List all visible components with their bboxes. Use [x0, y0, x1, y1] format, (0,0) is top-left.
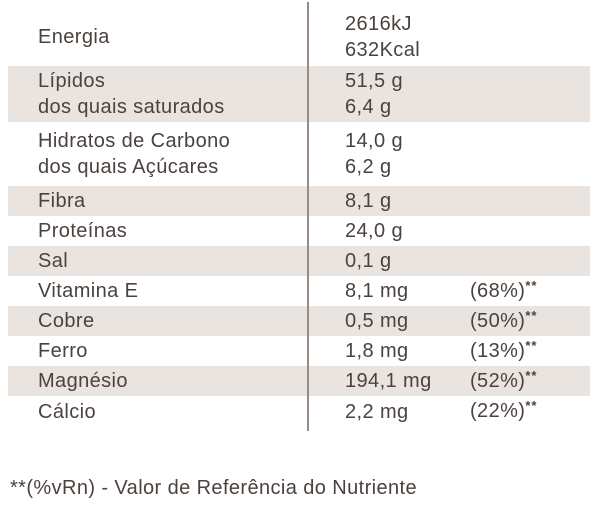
nutrient-label-cell: Lípidos dos quais saturados — [8, 68, 345, 120]
nutrient-name: Magnésio — [38, 370, 128, 392]
nutrient-name: Ferro — [38, 340, 88, 362]
nutrient-value-cell: 8,1 mg — [345, 278, 467, 304]
nutrient-name: Fibra — [38, 190, 86, 212]
nutrient-name: Cálcio — [38, 400, 96, 423]
nutrient-value-cell: 14,0 g 6,2 g — [345, 128, 467, 180]
nutrient-value-cell: 24,0 g — [345, 218, 467, 244]
nutrient-label-cell: Energia — [8, 24, 345, 50]
table-row: Cálcio 2,2 mg (22%)** — [8, 396, 590, 427]
value-line1: 2,2 mg — [345, 400, 409, 423]
table-row: Fibra 8,1 g — [8, 186, 590, 216]
table-row: Magnésio 194,1 mg (52%)** — [8, 366, 590, 396]
table-row: Proteínas 24,0 g — [8, 216, 590, 246]
table-row: Cobre 0,5 mg (50%)** — [8, 306, 590, 336]
value-line1: 0,5 mg — [345, 310, 409, 332]
value-line1: 0,1 g — [345, 250, 392, 272]
table-row: Lípidos dos quais saturados 51,5 g 6,4 g — [8, 66, 590, 122]
nutrient-label-cell: Magnésio — [8, 368, 345, 394]
nutrient-label-cell: Vitamina E — [8, 278, 345, 304]
percent-value: (50%) — [470, 309, 526, 332]
nutrient-label-cell: Cobre — [8, 308, 345, 334]
percent-value: (13%) — [470, 339, 526, 362]
nutrient-daily-percent-cell: (13%)** — [467, 337, 590, 363]
column-divider-line — [307, 2, 309, 431]
nutrient-value-cell: 8,1 g — [345, 188, 467, 214]
nutrient-label-cell: Hidratos de Carbono dos quais Açúcares — [8, 128, 345, 180]
nutrient-subname: dos quais saturados — [38, 96, 225, 118]
nutrient-daily-percent-cell: (52%)** — [467, 367, 590, 393]
value-line1: 194,1 mg — [345, 370, 432, 392]
nutrient-name: Sal — [38, 250, 69, 272]
value-line1: 14,0 g — [345, 130, 404, 152]
table-row: Ferro 1,8 mg (13%)** — [8, 336, 590, 366]
table-row: Energia 2616kJ 632Kcal — [8, 8, 590, 66]
percent-asterisks: ** — [525, 307, 538, 323]
percent-value: (68%) — [470, 279, 526, 302]
nutrient-label-cell: Proteínas — [8, 218, 345, 244]
value-line2: 632Kcal — [345, 39, 421, 61]
value-line2: 6,4 g — [345, 96, 392, 118]
nutrient-daily-percent-cell: (68%)** — [467, 277, 590, 303]
percent-value: (22%) — [470, 400, 526, 422]
nutrient-value-cell: 1,8 mg — [345, 338, 467, 364]
nutrient-value-cell: 2616kJ 632Kcal — [345, 11, 467, 63]
value-line1: 1,8 mg — [345, 340, 409, 362]
value-line1: 51,5 g — [345, 70, 404, 92]
nutrient-label-cell: Cálcio — [8, 399, 345, 425]
nutrient-name: Vitamina E — [38, 280, 139, 302]
nutrient-value-cell: 0,5 mg — [345, 308, 467, 334]
nutrient-name: Energia — [38, 26, 110, 48]
nutrient-name: Lípidos — [38, 70, 106, 92]
footnote: **(%vRn) - Valor de Referência do Nutrie… — [10, 477, 418, 499]
table-row: Hidratos de Carbono dos quais Açúcares 1… — [8, 122, 590, 186]
nutrition-table: Energia 2616kJ 632Kcal Lípidos dos quais… — [8, 8, 590, 427]
nutrient-name: Hidratos de Carbono — [38, 130, 231, 152]
value-line1: 8,1 mg — [345, 280, 409, 302]
value-line1: 24,0 g — [345, 220, 404, 242]
percent-asterisks: ** — [525, 337, 538, 353]
nutrient-name: Proteínas — [38, 220, 128, 242]
nutrient-value-cell: 0,1 g — [345, 248, 467, 274]
value-line1: 2616kJ — [345, 13, 412, 35]
nutrient-value-cell: 194,1 mg — [345, 368, 467, 394]
value-line1: 8,1 g — [345, 190, 392, 212]
percent-asterisks: ** — [525, 367, 538, 383]
percent-asterisks: ** — [525, 398, 538, 413]
nutrient-daily-percent-cell: (22%)** — [467, 398, 590, 423]
nutrient-label-cell: Sal — [8, 248, 345, 274]
nutrient-label-cell: Fibra — [8, 188, 345, 214]
nutrient-name: Cobre — [38, 310, 95, 332]
nutrient-daily-percent-cell: (50%)** — [467, 307, 590, 333]
table-row: Sal 0,1 g — [8, 246, 590, 276]
nutrient-value-cell: 2,2 mg — [345, 399, 467, 425]
nutrient-subname: dos quais Açúcares — [38, 156, 219, 178]
nutrient-value-cell: 51,5 g 6,4 g — [345, 68, 467, 120]
nutrient-label-cell: Ferro — [8, 338, 345, 364]
table-row: Vitamina E 8,1 mg (68%)** — [8, 276, 590, 306]
percent-value: (52%) — [470, 369, 526, 392]
percent-asterisks: ** — [525, 277, 538, 293]
value-line2: 6,2 g — [345, 156, 392, 178]
